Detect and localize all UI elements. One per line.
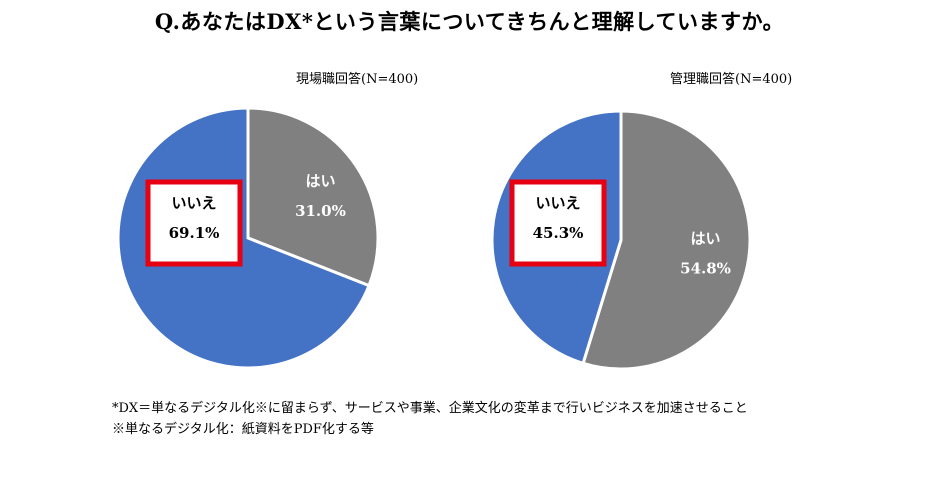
pie-slice-no <box>116 106 371 370</box>
pie-slice-yes <box>246 106 380 288</box>
pie-chart-kanri: 管理職回答(N=400) はい 54.8% いいえ 45.3% <box>480 60 792 380</box>
highlight-box <box>145 179 243 267</box>
pie-slice-yes <box>581 109 752 371</box>
slice-value-label: 31.0% <box>295 202 346 220</box>
pie-chart-svg: はい 31.0% いいえ 69.1% <box>116 106 380 370</box>
slice-value-label: 69.1% <box>169 224 220 242</box>
footnotes: *DX＝単なるデジタル化※に留まらず、サービスや事業、企業文化の変革まで行いビジ… <box>112 398 748 440</box>
pie-chart-svg: はい 54.8% いいえ 45.3% <box>490 109 752 371</box>
footnote-dx-definition: *DX＝単なるデジタル化※に留まらず、サービスや事業、企業文化の変革まで行いビジ… <box>112 401 748 416</box>
pie-chart-genba: 現場職回答(N=400) はい 31.0% いいえ 69.1% <box>108 60 418 380</box>
slice-label: はい <box>691 229 721 247</box>
footnote-digitization: ※単なるデジタル化：紙資料をPDF化する等 <box>112 422 374 437</box>
slice-value-label: 45.3% <box>533 224 584 242</box>
slice-value-label: 54.8% <box>680 259 731 277</box>
highlight-box <box>509 179 607 267</box>
chart-title: 管理職回答(N=400) <box>670 72 793 87</box>
page-title: Q.あなたはDX*という言葉についてきちんと理解していますか。 <box>154 9 785 34</box>
slice-label: いいえ <box>535 194 580 212</box>
chart-title: 現場職回答(N=400) <box>296 72 419 87</box>
slice-label: いいえ <box>171 194 216 212</box>
slice-label: はい <box>305 172 335 190</box>
